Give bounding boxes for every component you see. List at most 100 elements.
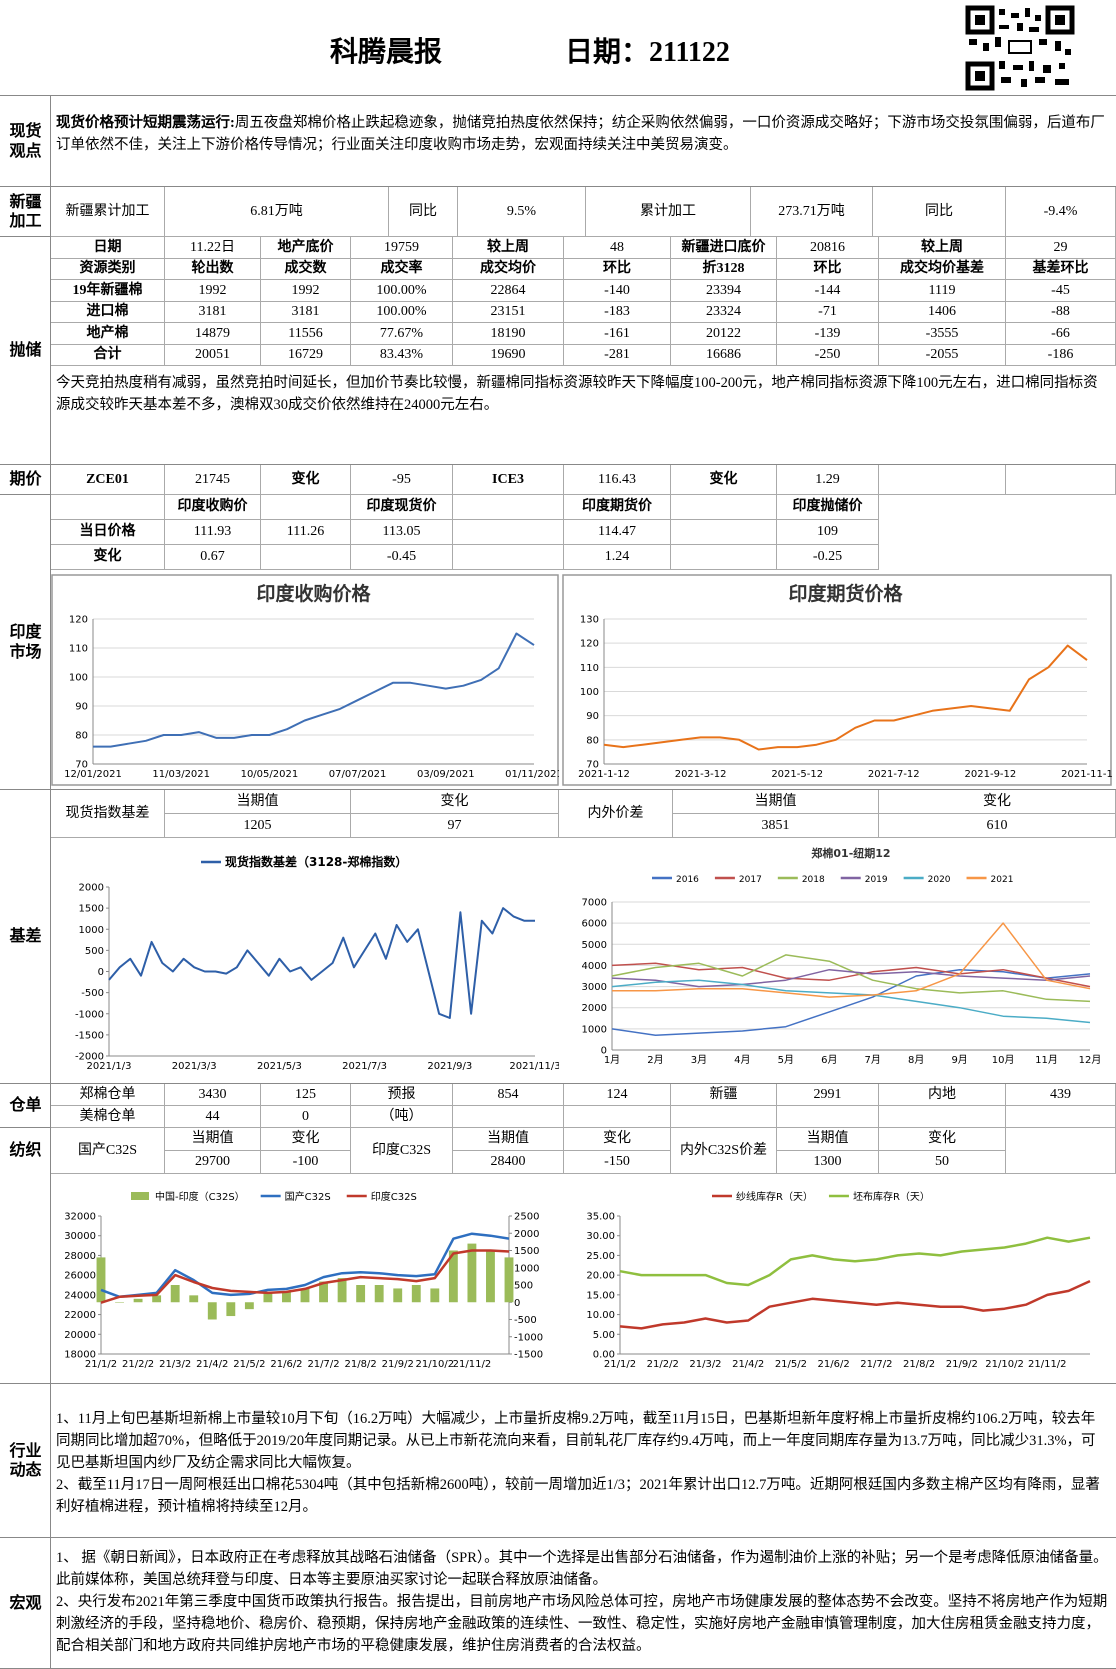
section — [0, 237, 1116, 465]
table-cell: 同比 — [873, 187, 1006, 237]
x-tick-label: 21/7/2 — [860, 1359, 892, 1370]
table-cell: 印度期货价 — [564, 495, 671, 520]
empty-cell — [261, 545, 351, 570]
line — [100, 1232, 510, 1299]
x-tick-label: 21/1/2 — [85, 1359, 117, 1370]
legend-swatch — [131, 1192, 149, 1200]
bar — [430, 1288, 440, 1303]
x-tick-label: 21/8/2 — [903, 1359, 935, 1370]
y-tick-label: 24000 — [64, 1290, 96, 1301]
table-cell: 114.47 — [564, 520, 671, 545]
empty-cell — [453, 520, 564, 545]
y-tick-label: 15.00 — [586, 1290, 615, 1301]
section — [0, 495, 1116, 790]
table-cell: ICE3 — [453, 465, 564, 495]
table-cell: -45 — [1006, 280, 1116, 302]
empty-cell — [879, 465, 1006, 495]
table-cell: 成交均价 — [453, 258, 564, 280]
x-tick-label: 21/3/2 — [159, 1359, 191, 1370]
table-cell: 折3128 — [671, 258, 777, 280]
paragraph-block: 1、11月上旬巴基斯坦新棉上市量较10月下旬（16.2万吨）大幅减少，上市量折皮… — [56, 1408, 1108, 1518]
section-label: 仓单 — [9, 1097, 42, 1115]
table-cell: 当日价格 — [51, 520, 165, 545]
y-tick-label: -500 — [514, 1315, 537, 1326]
table-cell: 125 — [261, 1084, 351, 1106]
chart: -2000 -1500 -1000 -500 0 500 1000 1500 2000 2021/… — [75, 854, 559, 1072]
table-cell: 0.67 — [165, 545, 261, 570]
line — [619, 1279, 1091, 1330]
x-tick-label: 10/05/2021 — [241, 769, 299, 780]
y-tick-label: 20000 — [64, 1330, 96, 1341]
table-cell: 较上周 — [879, 237, 1006, 259]
legend-label: 印度C32S — [371, 1190, 417, 1203]
table-cell: 3181 — [261, 301, 351, 323]
section-label-cell — [0, 790, 51, 1084]
group-header: 当期值 — [165, 1128, 261, 1151]
empty-cell — [1006, 1128, 1116, 1174]
x-tick-label: 21/11/2 — [453, 1359, 492, 1370]
bar — [207, 1302, 217, 1320]
x-tick-label: 3月 — [691, 1054, 707, 1066]
table-cell: 新疆累计加工 — [51, 187, 165, 237]
empty-cell — [879, 1106, 1006, 1128]
group-value: 3851 — [673, 814, 879, 838]
y-tick-label: 70 — [586, 760, 599, 771]
y-tick-label: 1000 — [582, 1024, 607, 1035]
table-cell: -281 — [564, 344, 671, 366]
bar — [115, 1302, 124, 1303]
line — [611, 979, 1091, 1024]
table-cell: -2055 — [879, 344, 1006, 366]
x-tick-label: 11/03/2021 — [152, 769, 210, 780]
table-cell: -88 — [1006, 301, 1116, 323]
y-tick-label: 22000 — [64, 1310, 96, 1321]
x-tick-label: 21/10/2 — [985, 1359, 1024, 1370]
table-cell: 21745 — [165, 465, 261, 495]
table-cell: 16729 — [261, 344, 351, 366]
group-label: 国产C32S — [51, 1128, 165, 1174]
group-header: 变化 — [879, 1128, 1006, 1151]
section-label-cell — [0, 1128, 51, 1384]
y-tick-label: 6000 — [582, 919, 607, 930]
y-tick-label: 3000 — [582, 982, 607, 993]
y-tick-label: 2000 — [79, 883, 104, 894]
section — [0, 1384, 1116, 1538]
table-cell: -71 — [777, 301, 879, 323]
bar — [504, 1257, 514, 1303]
y-tick-label: 5000 — [582, 940, 607, 951]
paragraph: 1、 据《朝日新闻》，日本政府正在考虑释放其战略石油储备（SPR）。其中一个选择… — [56, 1550, 1108, 1588]
line — [603, 644, 1088, 751]
x-tick-label: 10月 — [992, 1054, 1015, 1066]
empty-cell — [1006, 465, 1116, 495]
line — [611, 968, 1091, 988]
x-tick-label: 2021/9/3 — [427, 1061, 472, 1072]
chart-title: 印度收购价格 — [256, 582, 371, 605]
chart: 郑棉01-纽期12 0 1000 2000 3000 4000 5000 6000 7000 1月… — [582, 846, 1102, 1066]
empty-cell — [453, 1106, 564, 1128]
table-cell: 环比 — [564, 258, 671, 280]
chart-title: 郑棉01-纽期12 — [811, 846, 890, 860]
table-cell: 成交均价基差 — [879, 258, 1006, 280]
line — [619, 1236, 1091, 1287]
section-label-cell — [0, 495, 51, 790]
legend-label: 2021 — [991, 875, 1014, 885]
table-cell: 23151 — [453, 301, 564, 323]
y-tick-label: 110 — [69, 644, 88, 655]
legend-label: 2020 — [928, 875, 951, 885]
group-value: 610 — [879, 814, 1116, 838]
chart-title: 印度期货价格 — [788, 582, 903, 605]
table-cell: 轮出数 — [165, 258, 261, 280]
table-cell: 22864 — [453, 280, 564, 302]
spot-lead: 现货价格预计短期震荡运行: — [56, 115, 235, 131]
group-header: 当期值 — [165, 790, 351, 814]
bar — [467, 1243, 477, 1303]
line — [612, 922, 1091, 998]
section-label-cell — [0, 1384, 51, 1538]
section-label-cell — [0, 237, 51, 465]
table-cell: 854 — [453, 1084, 564, 1106]
legend-label: 国产C32S — [285, 1190, 331, 1203]
x-tick-label: 21/4/2 — [196, 1359, 228, 1370]
table-cell: 印度收购价 — [165, 495, 261, 520]
x-tick-label: 2月 — [647, 1054, 663, 1066]
y-tick-label: 120 — [580, 639, 599, 650]
chart: 0.00 5.00 10.00 15.00 20.00 25.00 30.00 35.00 21… — [586, 1190, 1091, 1370]
